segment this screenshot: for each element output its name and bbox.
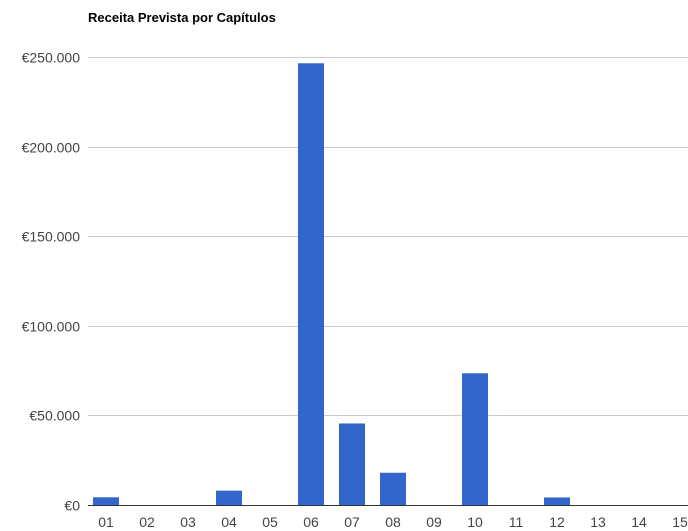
y-tick-label: €50.000 (29, 408, 80, 424)
x-tick-label: 11 (509, 514, 524, 530)
bar-07[interactable] (339, 423, 365, 505)
y-tick-label: €0 (64, 498, 80, 514)
bar-12[interactable] (544, 497, 570, 505)
x-tick-label: 08 (385, 514, 401, 530)
x-tick-label: 13 (590, 514, 606, 530)
y-tick-label: €100.000 (22, 319, 81, 335)
y-axis-tick-labels: €0 €50.000 €100.000 €150.000 €200.000 €250.00… (22, 50, 81, 514)
x-axis-tick-labels: 01 02 03 04 05 06 07 08 09 10 11 12 13 14 15 (98, 514, 688, 530)
bars (93, 63, 570, 505)
x-tick-label: 04 (221, 514, 237, 530)
x-tick-label: 05 (262, 514, 278, 530)
x-tick-label: 10 (467, 514, 483, 530)
x-tick-label: 09 (426, 514, 442, 530)
bar-01[interactable] (93, 497, 119, 505)
x-tick-label: 12 (549, 514, 565, 530)
bar-08[interactable] (380, 472, 406, 505)
bar-10[interactable] (462, 373, 488, 505)
chart-title: Receita Prevista por Capítulos (88, 10, 276, 25)
y-tick-label: €150.000 (22, 229, 81, 245)
x-tick-label: 15 (672, 514, 688, 530)
x-tick-label: 02 (139, 514, 155, 530)
x-tick-label: 03 (180, 514, 196, 530)
x-tick-label: 14 (631, 514, 647, 530)
bar-04[interactable] (216, 490, 242, 505)
y-tick-label: €250.000 (22, 50, 81, 66)
x-tick-label: 07 (344, 514, 360, 530)
x-tick-label: 01 (98, 514, 114, 530)
bar-06[interactable] (298, 63, 324, 505)
gridlines (88, 57, 688, 506)
x-tick-label: 06 (303, 514, 319, 530)
y-tick-label: €200.000 (22, 140, 81, 156)
